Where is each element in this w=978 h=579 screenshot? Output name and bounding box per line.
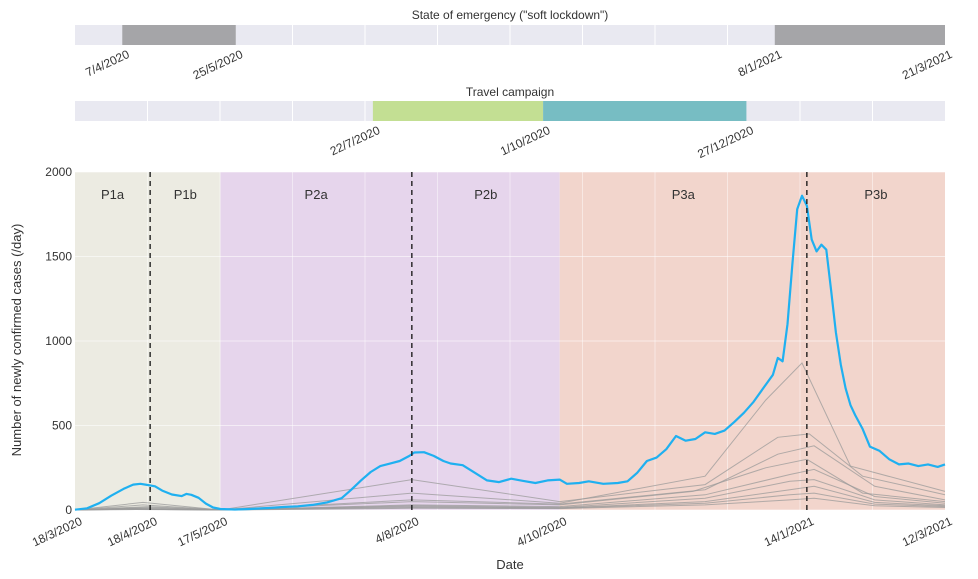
cases-chart: P1a P1b P2a P2b P3a P3b 0 500 1000 1500 2000 18/3… xyxy=(9,165,955,572)
timeline-tick-25-5-2020: 25/5/2020 xyxy=(191,47,246,82)
timeline-tick-21-3-2021: 21/3/2021 xyxy=(900,47,955,82)
period-label-p3a: P3a xyxy=(672,187,696,202)
y-axis-label: Number of newly confirmed cases (/day) xyxy=(9,224,24,457)
y-tick-2000: 2000 xyxy=(45,165,72,179)
x-axis-label: Date xyxy=(496,557,523,572)
timeline-bar-0 xyxy=(372,101,544,121)
travel-timeline: Travel campaign 22/7/2020 1/10/2020 27/12/… xyxy=(75,85,945,161)
series-line-prefecture-9 xyxy=(74,497,946,511)
x-tick-14-1-2021: 14/1/2021 xyxy=(762,514,817,549)
period-labels: P1a P1b P2a P2b P3a P3b xyxy=(101,187,888,202)
national-line xyxy=(74,194,946,511)
y-tick-labels: 0 500 1000 1500 2000 xyxy=(45,165,72,517)
timeline-tick-27-12-2020: 27/12/2020 xyxy=(695,123,756,161)
x-tick-labels: 18/3/2020 18/4/2020 17/5/2020 4/8/2020 4/10/… xyxy=(30,514,955,549)
series-line-prefecture-2 xyxy=(74,433,946,511)
period-label-p1b: P1b xyxy=(174,187,197,202)
emergency-timeline-title: State of emergency ("soft lockdown") xyxy=(412,8,609,22)
period-dividers xyxy=(149,172,808,510)
series-line-prefecture-1 xyxy=(74,362,946,511)
timeline-tick-8-1-2021: 8/1/2021 xyxy=(736,47,785,80)
travel-timeline-title: Travel campaign xyxy=(466,85,554,99)
y-tick-1500: 1500 xyxy=(45,250,72,264)
series-line-national-total xyxy=(74,194,946,511)
period-label-p3b: P3b xyxy=(864,187,887,202)
x-tick-4-10-2020: 4/10/2020 xyxy=(515,514,570,549)
timeline-tick-1-10-2020: 1/10/2020 xyxy=(498,123,553,158)
gridlines xyxy=(75,171,945,511)
prefecture-lines xyxy=(74,362,946,511)
timeline-bar-1 xyxy=(543,101,747,121)
x-tick-18-3-2020: 18/3/2020 xyxy=(30,514,85,549)
timeline-bar-0 xyxy=(122,25,236,45)
y-tick-0: 0 xyxy=(65,503,72,517)
x-tick-12-3-2021: 12/3/2021 xyxy=(900,514,955,549)
period-label-p1a: P1a xyxy=(101,187,125,202)
x-tick-18-4-2020: 18/4/2020 xyxy=(105,514,160,549)
period-label-p2b: P2b xyxy=(474,187,497,202)
x-tick-17-5-2020: 17/5/2020 xyxy=(175,514,230,549)
timeline-tick-7-4-2020: 7/4/2020 xyxy=(83,47,132,80)
timeline-tick-22-7-2020: 22/7/2020 xyxy=(328,123,383,158)
emergency-timeline: State of emergency ("soft lockdown") 7/4… xyxy=(75,8,955,82)
y-tick-1000: 1000 xyxy=(45,334,72,348)
y-tick-500: 500 xyxy=(52,419,72,433)
series-line-prefecture-4 xyxy=(74,458,946,511)
timeline-bar-1 xyxy=(774,25,945,45)
period-label-p2a: P2a xyxy=(305,187,329,202)
x-tick-4-8-2020: 4/8/2020 xyxy=(373,514,422,547)
